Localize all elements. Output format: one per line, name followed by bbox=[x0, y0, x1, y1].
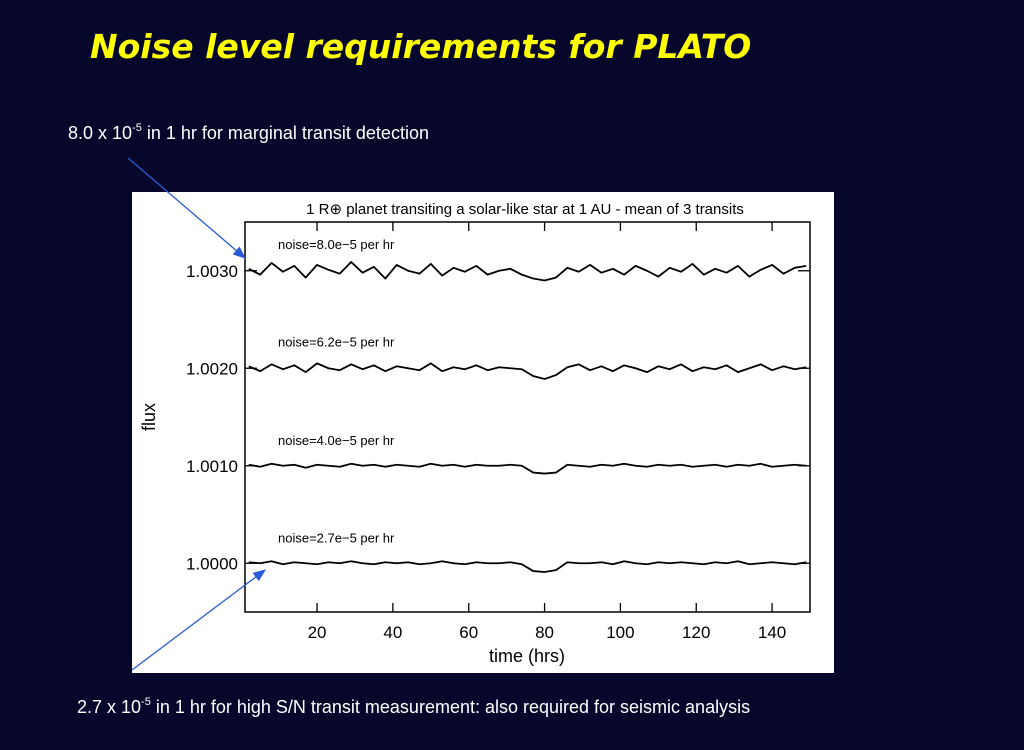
series-label: noise=2.7e−5 per hr bbox=[278, 530, 395, 545]
y-axis-label: flux bbox=[139, 403, 159, 431]
annotation-base: 2.7 x 10 bbox=[77, 697, 141, 717]
annotation: 2.7 x 10-5 in 1 hr for high S/N transit m… bbox=[77, 696, 750, 717]
annotation-text: in 1 hr for high S/N transit measurement… bbox=[156, 697, 750, 717]
x-tick-label: 120 bbox=[682, 623, 710, 642]
light-curve bbox=[248, 362, 807, 380]
x-tick-label: 40 bbox=[383, 623, 402, 642]
light-curve bbox=[248, 560, 807, 573]
x-tick-label: 80 bbox=[535, 623, 554, 642]
slide-title: Noise level requirements for PLATO bbox=[90, 27, 751, 66]
annotation-exponent: -5 bbox=[141, 696, 151, 708]
x-tick-label: 140 bbox=[758, 623, 786, 642]
plot-frame bbox=[244, 221, 811, 613]
arrow bbox=[127, 157, 246, 259]
series-label: noise=8.0e−5 per hr bbox=[278, 237, 395, 252]
y-tick-label: 1.0000 bbox=[186, 554, 238, 573]
annotation-base: 8.0 x 10 bbox=[68, 123, 132, 143]
annotation-exponent: -5 bbox=[132, 122, 142, 134]
arrow bbox=[131, 569, 267, 671]
y-tick-label: 1.0030 bbox=[186, 262, 238, 281]
annotation-text: in 1 hr for marginal transit detection bbox=[147, 123, 429, 143]
series-label: noise=6.2e−5 per hr bbox=[278, 334, 395, 349]
y-tick-label: 1.0010 bbox=[186, 457, 238, 476]
plot-area: 20 40 60 80 100 120 140 1.0000 1.0010 1.0020 1.003… bbox=[186, 222, 810, 642]
x-tick-label: 20 bbox=[308, 623, 327, 642]
annotation: 8.0 x 10-5 in 1 hr for marginal transit d… bbox=[68, 122, 429, 143]
x-tick-label: 100 bbox=[606, 623, 634, 642]
x-axis-label: time (hrs) bbox=[489, 646, 565, 666]
chart-title: 1 R⊕ planet transiting a solar-like star… bbox=[306, 201, 744, 218]
series-label: noise=4.0e−5 per hr bbox=[278, 433, 395, 448]
x-tick-label: 60 bbox=[459, 623, 478, 642]
light-curve bbox=[248, 462, 807, 475]
light-curve bbox=[248, 261, 807, 282]
y-tick-label: 1.0020 bbox=[186, 359, 238, 378]
